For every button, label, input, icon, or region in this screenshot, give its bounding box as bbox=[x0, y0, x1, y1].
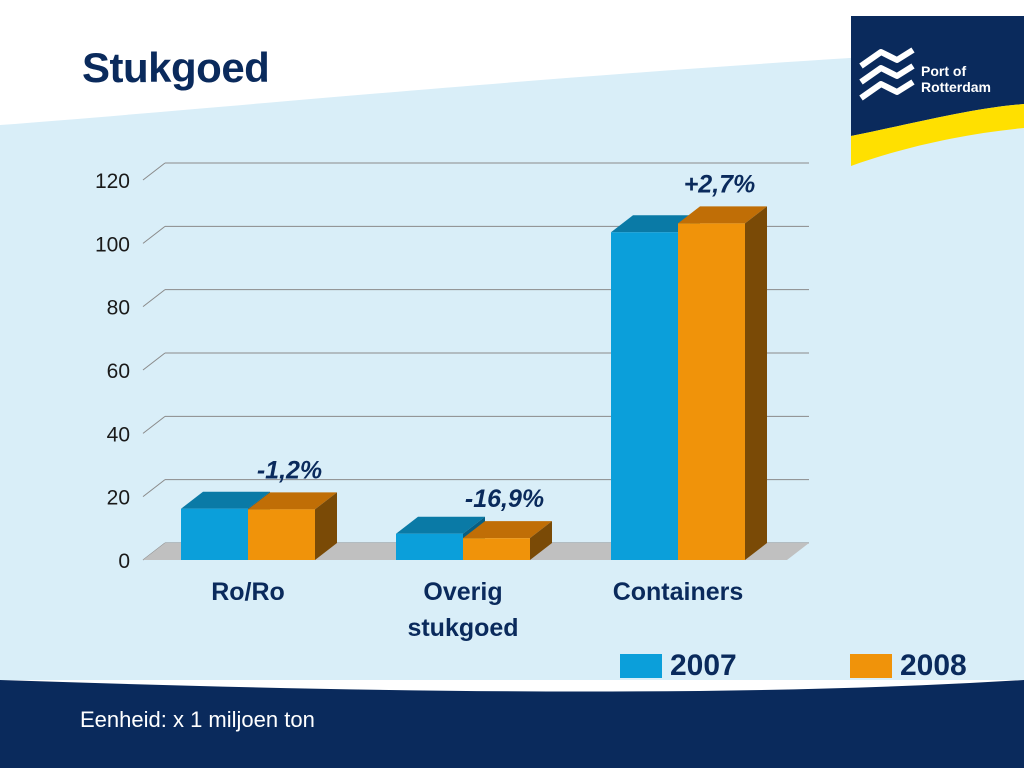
footer-band bbox=[0, 680, 1024, 768]
legend-swatch-2007 bbox=[620, 654, 662, 678]
y-tick-label: 20 bbox=[107, 487, 130, 510]
category-label: Ro/Ro bbox=[211, 578, 285, 606]
category-label: stukgoed bbox=[407, 614, 518, 642]
logo-text-line2: Rotterdam bbox=[921, 79, 991, 95]
bar-top bbox=[181, 491, 270, 509]
bar-top bbox=[396, 516, 485, 534]
legend-label-2008: 2008 bbox=[900, 649, 967, 682]
bar-side bbox=[745, 206, 767, 560]
bar-top bbox=[248, 492, 337, 510]
change-annotation: -1,2% bbox=[257, 456, 322, 484]
category-label: Overig bbox=[423, 578, 502, 606]
gridline-side bbox=[142, 225, 166, 244]
y-tick-label: 80 bbox=[107, 297, 130, 320]
bar-2007-1 bbox=[396, 533, 463, 560]
y-tick-label: 120 bbox=[95, 170, 130, 193]
port-of-rotterdam-logo: Port of Rotterdam bbox=[851, 16, 1024, 166]
page-title: Stukgoed bbox=[82, 44, 270, 91]
gridline-side bbox=[142, 479, 166, 498]
y-tick-label: 0 bbox=[118, 550, 130, 573]
bar-top bbox=[611, 215, 700, 233]
bar-2007-2 bbox=[611, 232, 678, 560]
change-annotation: -16,9% bbox=[465, 485, 544, 513]
y-tick-label: 40 bbox=[107, 423, 130, 446]
gridline-side bbox=[142, 415, 166, 434]
y-tick-label: 60 bbox=[107, 360, 130, 383]
gridline-side bbox=[142, 162, 166, 181]
legend-swatch-2008 bbox=[850, 654, 892, 678]
legend-item-2007: 2007 bbox=[620, 648, 737, 684]
logo-text-line1: Port of bbox=[921, 63, 966, 79]
bar-side bbox=[315, 492, 337, 560]
gridline-side bbox=[142, 289, 166, 308]
bar-2007-0 bbox=[181, 508, 248, 560]
gridline-side bbox=[142, 352, 166, 371]
bar-top bbox=[463, 521, 552, 539]
y-tick-label: 100 bbox=[95, 233, 130, 256]
change-annotation: +2,7% bbox=[684, 170, 756, 198]
bar-side bbox=[530, 521, 552, 560]
bar-2008-0 bbox=[248, 509, 315, 560]
legend-label-2007: 2007 bbox=[670, 649, 737, 682]
bar-top bbox=[678, 206, 767, 224]
bar-2008-1 bbox=[463, 538, 530, 560]
bar-2008-2 bbox=[678, 223, 745, 560]
legend-item-2008: 2008 bbox=[850, 648, 967, 684]
category-label: Containers bbox=[613, 578, 744, 606]
footer-unit-note: Eenheid: x 1 miljoen ton bbox=[80, 707, 315, 732]
